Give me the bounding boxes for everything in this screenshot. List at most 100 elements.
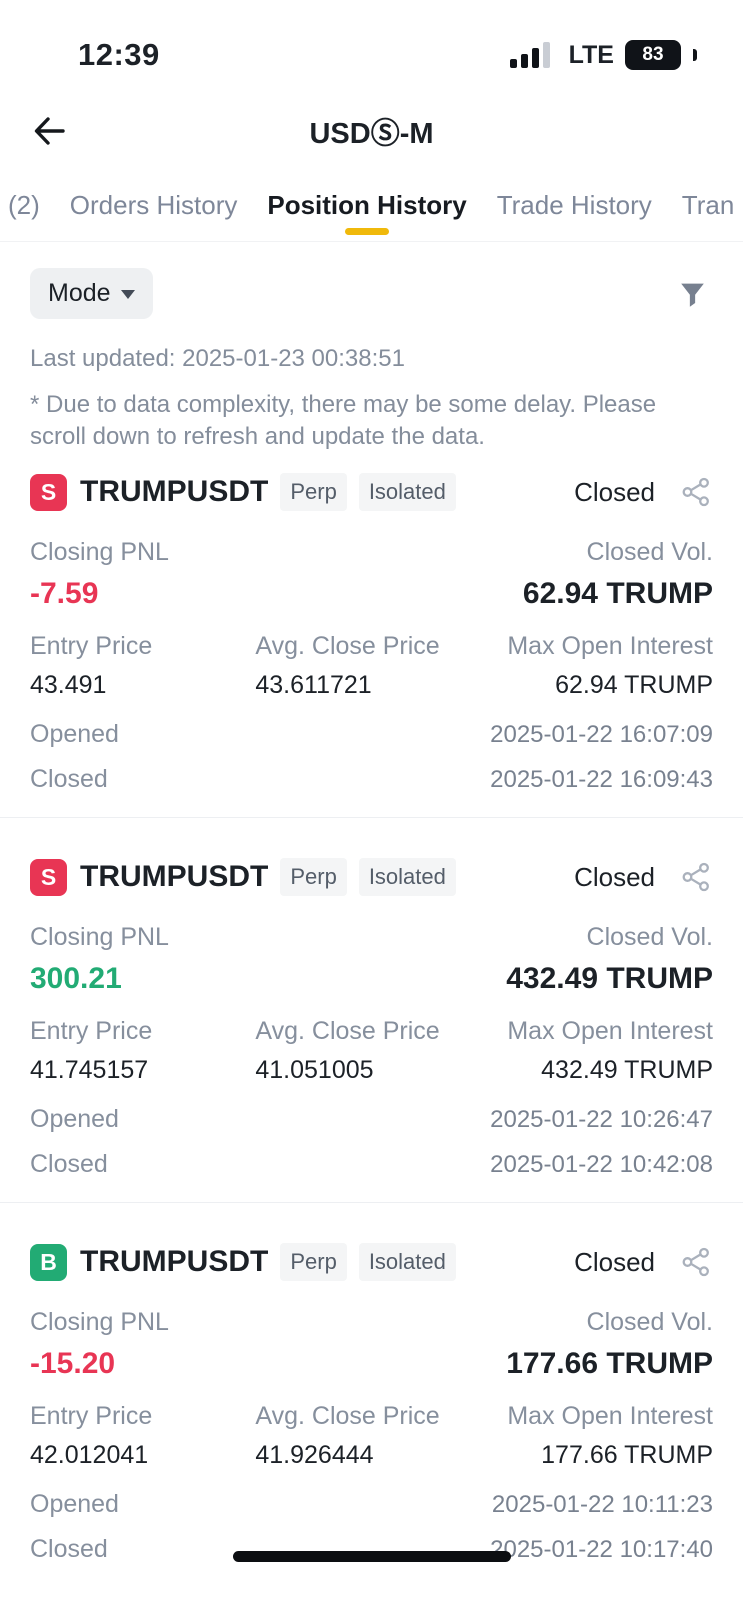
closed-vol-label: Closed Vol.: [586, 1308, 713, 1336]
page-title: USDⓈ-M: [309, 118, 434, 150]
card-header: B TRUMPUSDT Perp Isolated Closed: [30, 1243, 713, 1281]
last-updated-text: Last updated: 2025-01-23 00:38:51: [30, 345, 405, 372]
max-open-interest-value: 432.49 TRUMP: [541, 1056, 713, 1084]
avg-close-price-label: Avg. Close Price: [255, 1402, 440, 1430]
disclaimer-text: * Due to data complexity, there may be s…: [30, 391, 657, 450]
opened-time: 2025-01-22 10:26:47: [490, 1106, 713, 1133]
tab-trade-history[interactable]: Trade History: [496, 190, 652, 220]
position-status: Closed: [574, 861, 655, 892]
battery-indicator: 83: [625, 40, 681, 70]
symbol: TRUMPUSDT: [80, 1245, 269, 1278]
card-header-right: Closed: [574, 860, 713, 894]
back-arrow-icon: [34, 117, 65, 145]
tab-orders-history[interactable]: Orders History: [69, 190, 238, 220]
card-header: S TRUMPUSDT Perp Isolated Closed: [30, 858, 713, 896]
closed-vol-value: 177.66 TRUMP: [506, 1347, 713, 1380]
status-icons: LTE 83: [509, 40, 697, 70]
battery-percent: 83: [642, 44, 664, 65]
closing-pnl-label: Closing PNL: [30, 1308, 169, 1336]
avg-close-price-value: 43.611721: [255, 671, 372, 699]
tab-transaction-history[interactable]: Tran: [681, 190, 735, 220]
share-icon: [682, 862, 709, 892]
position-status: Closed: [574, 476, 655, 507]
toolbar: Mode: [30, 268, 713, 319]
closing-pnl-label: Closing PNL: [30, 538, 169, 566]
tag-perp: Perp: [280, 858, 347, 896]
tag-perp: Perp: [280, 473, 347, 511]
closed-label: Closed: [30, 1535, 108, 1563]
max-open-interest-value: 177.66 TRUMP: [541, 1441, 713, 1469]
tab-bar: (2) Orders History Position History Trad…: [0, 170, 743, 242]
mode-label: Mode: [48, 279, 111, 307]
side-badge: S: [30, 858, 67, 896]
share-button[interactable]: [679, 860, 713, 894]
battery-nub: [693, 49, 697, 61]
closed-label: Closed: [30, 1150, 108, 1178]
entry-price-label: Entry Price: [30, 632, 153, 660]
max-open-interest-label: Max Open Interest: [507, 1402, 713, 1430]
position-card: S TRUMPUSDT Perp Isolated Closed Closing…: [30, 818, 713, 1202]
closing-pnl-value: -15.20: [30, 1347, 116, 1380]
entry-price-value: 42.012041: [30, 1441, 149, 1469]
symbol: TRUMPUSDT: [80, 860, 269, 893]
filter-button[interactable]: [672, 274, 713, 314]
side-badge: B: [30, 1243, 67, 1281]
share-button[interactable]: [679, 1245, 713, 1279]
side-badge: S: [30, 473, 67, 511]
opened-time: 2025-01-22 10:11:23: [491, 1491, 713, 1518]
tab-open-orders-count[interactable]: (2): [8, 190, 40, 220]
share-icon: [682, 477, 709, 507]
status-bar: 12:39 LTE 83: [0, 0, 743, 92]
tab-position-history[interactable]: Position History: [267, 170, 466, 241]
card-header: S TRUMPUSDT Perp Isolated Closed: [30, 473, 713, 511]
card-header-right: Closed: [574, 1245, 713, 1279]
opened-label: Opened: [30, 1490, 119, 1518]
entry-price-label: Entry Price: [30, 1017, 153, 1045]
closed-label: Closed: [30, 765, 108, 793]
max-open-interest-label: Max Open Interest: [507, 632, 713, 660]
position-card: B TRUMPUSDT Perp Isolated Closed Closing…: [30, 1203, 713, 1587]
closed-time: 2025-01-22 10:42:08: [490, 1151, 713, 1178]
card-divider: [0, 1202, 743, 1203]
tag-isolated: Isolated: [358, 1243, 456, 1281]
tag-isolated: Isolated: [358, 473, 456, 511]
home-indicator[interactable]: [232, 1551, 511, 1562]
closing-pnl-label: Closing PNL: [30, 923, 169, 951]
avg-close-price-label: Avg. Close Price: [255, 1017, 440, 1045]
entry-price-value: 43.491: [30, 671, 107, 699]
share-button[interactable]: [679, 475, 713, 509]
closed-vol-value: 432.49 TRUMP: [506, 962, 713, 995]
position-card: S TRUMPUSDT Perp Isolated Closed Closing…: [30, 453, 713, 817]
card-header-right: Closed: [574, 475, 713, 509]
network-label: LTE: [568, 40, 614, 69]
opened-label: Opened: [30, 720, 119, 748]
mode-dropdown[interactable]: Mode: [30, 268, 153, 319]
closed-vol-label: Closed Vol.: [586, 538, 713, 566]
closing-pnl-value: -7.59: [30, 577, 99, 610]
closed-vol-value: 62.94 TRUMP: [522, 577, 713, 610]
header: USDⓈ-M: [0, 92, 743, 170]
position-status: Closed: [574, 1246, 655, 1277]
avg-close-price-value: 41.926444: [255, 1441, 374, 1469]
share-icon: [682, 1247, 709, 1277]
max-open-interest-label: Max Open Interest: [507, 1017, 713, 1045]
entry-price-label: Entry Price: [30, 1402, 153, 1430]
tag-isolated: Isolated: [358, 858, 456, 896]
opened-label: Opened: [30, 1105, 119, 1133]
clock: 12:39: [78, 37, 160, 72]
card-divider: [0, 817, 743, 818]
back-button[interactable]: [26, 110, 71, 152]
closed-time: 2025-01-22 16:09:43: [490, 766, 713, 793]
symbol: TRUMPUSDT: [80, 475, 269, 508]
chevron-down-icon: [120, 290, 135, 299]
avg-close-price-label: Avg. Close Price: [255, 632, 440, 660]
max-open-interest-value: 62.94 TRUMP: [555, 671, 713, 699]
tag-perp: Perp: [280, 1243, 347, 1281]
closing-pnl-value: 300.21: [30, 962, 122, 995]
closed-vol-label: Closed Vol.: [586, 923, 713, 951]
avg-close-price-value: 41.051005: [255, 1056, 374, 1084]
opened-time: 2025-01-22 16:07:09: [490, 721, 713, 748]
entry-price-value: 41.745157: [30, 1056, 149, 1084]
filter-icon: [681, 283, 704, 307]
closed-time: 2025-01-22 10:17:40: [490, 1536, 713, 1563]
